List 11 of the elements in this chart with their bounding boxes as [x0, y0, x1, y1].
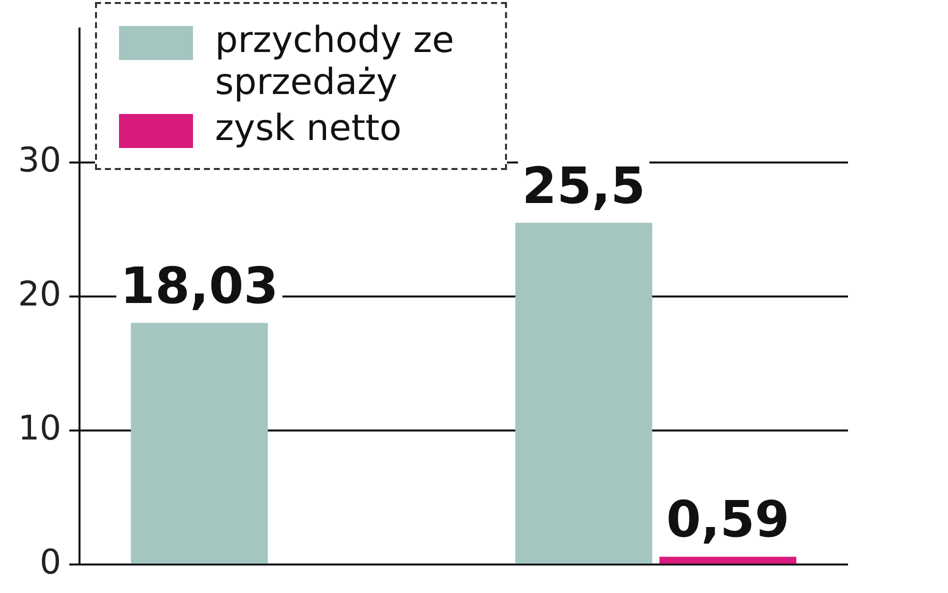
bar	[130, 322, 268, 564]
y-tick-label: 20	[18, 274, 62, 314]
data-label: 18,03	[120, 256, 278, 315]
legend-label: zysk netto	[215, 108, 402, 150]
bar	[515, 222, 652, 564]
y-tick-label: 10	[18, 408, 62, 448]
data-label: 0,59	[666, 490, 790, 549]
bar	[659, 556, 796, 564]
data-label: 25,5	[522, 156, 646, 215]
y-tick-label: 0	[40, 542, 62, 582]
y-tick-label: 30	[18, 140, 62, 180]
